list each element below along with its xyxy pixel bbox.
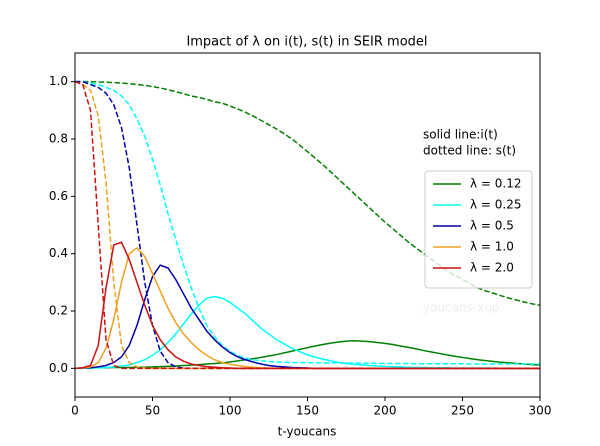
annotation: solid line:i(t) bbox=[423, 128, 498, 142]
x-tick-label: 0 bbox=[71, 404, 79, 418]
watermark: youcans-xup bbox=[423, 301, 500, 315]
x-tick-label: 150 bbox=[296, 404, 319, 418]
legend-label: λ = 0.25 bbox=[470, 198, 522, 212]
chart-title: Impact of λ on i(t), s(t) in SEIR model bbox=[186, 35, 427, 50]
s-line bbox=[75, 80, 540, 307]
legend-label: λ = 1.0 bbox=[470, 240, 514, 254]
y-tick-label: 0.2 bbox=[49, 304, 68, 318]
x-tick-label: 200 bbox=[374, 404, 397, 418]
watermark: 知乎 @youcans bbox=[462, 409, 567, 426]
legend-box bbox=[424, 170, 533, 289]
y-tick-label: 0.0 bbox=[49, 361, 68, 375]
x-tick-label: 250 bbox=[451, 404, 474, 418]
y-tick-label: 0.8 bbox=[49, 132, 68, 146]
x-tick-label: 300 bbox=[529, 404, 552, 418]
legend-label: λ = 0.5 bbox=[470, 219, 514, 233]
plot-frame bbox=[74, 52, 541, 398]
legend-label: λ = 2.0 bbox=[470, 261, 514, 275]
s-line bbox=[75, 80, 540, 365]
annotation: dotted line: s(t) bbox=[423, 144, 516, 158]
y-tick-label: 1.0 bbox=[49, 74, 68, 88]
x-tick-label: 100 bbox=[219, 404, 242, 418]
x-tick-label: 50 bbox=[145, 404, 160, 418]
x-axis-label: t-youcans bbox=[278, 425, 337, 439]
i-line bbox=[75, 241, 540, 370]
legend-label: λ = 0.12 bbox=[470, 177, 522, 191]
y-tick-label: 0.6 bbox=[49, 189, 68, 203]
i-line bbox=[75, 340, 540, 370]
y-tick-label: 0.4 bbox=[49, 246, 68, 260]
